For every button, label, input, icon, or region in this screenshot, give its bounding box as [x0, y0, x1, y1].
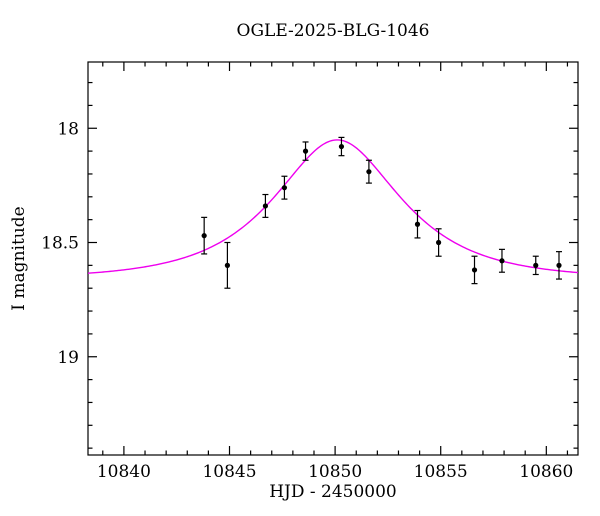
data-point-group	[302, 141, 309, 161]
y-tick-label: 18	[57, 119, 79, 139]
data-point	[338, 143, 345, 150]
x-axis-label: HJD - 2450000	[269, 482, 397, 502]
data-point-group	[435, 228, 442, 257]
data-point	[302, 148, 309, 154]
data-point	[556, 262, 562, 268]
data-point-group	[365, 159, 372, 184]
data-point-group	[338, 136, 345, 157]
axis-ticks	[88, 62, 578, 455]
model-curve	[88, 139, 578, 274]
x-tick-label: 10860	[519, 462, 573, 482]
chart-title: OGLE-2025-BLG-1046	[237, 21, 430, 41]
data-point	[224, 262, 230, 268]
data-point	[281, 185, 288, 191]
data-point-group	[224, 241, 231, 289]
x-tick-label: 10855	[414, 462, 468, 482]
data-point-group	[498, 248, 505, 273]
data-point	[262, 203, 269, 209]
data-point	[414, 221, 421, 227]
data-point-group	[555, 251, 562, 280]
data-point-group	[281, 175, 288, 200]
data-point	[366, 169, 372, 175]
plot-frame	[87, 61, 579, 456]
x-tick-label: 10845	[202, 462, 256, 482]
x-tick-label: 10850	[308, 462, 362, 482]
y-axis-label: I magnitude	[9, 206, 29, 310]
data-point	[499, 258, 505, 264]
data-point-group	[532, 255, 539, 276]
y-tick-label: 18.5	[41, 234, 79, 254]
y-tick-label: 19	[57, 348, 79, 368]
data-point-group	[471, 255, 478, 285]
data-point	[201, 233, 207, 239]
data-point	[471, 267, 478, 273]
data-point-group	[414, 209, 421, 239]
data-point	[533, 262, 539, 268]
data-series	[201, 136, 562, 289]
data-point-group	[201, 216, 208, 255]
x-tick-label: 10840	[97, 462, 151, 482]
data-point	[436, 239, 442, 246]
data-point-group	[262, 193, 269, 218]
